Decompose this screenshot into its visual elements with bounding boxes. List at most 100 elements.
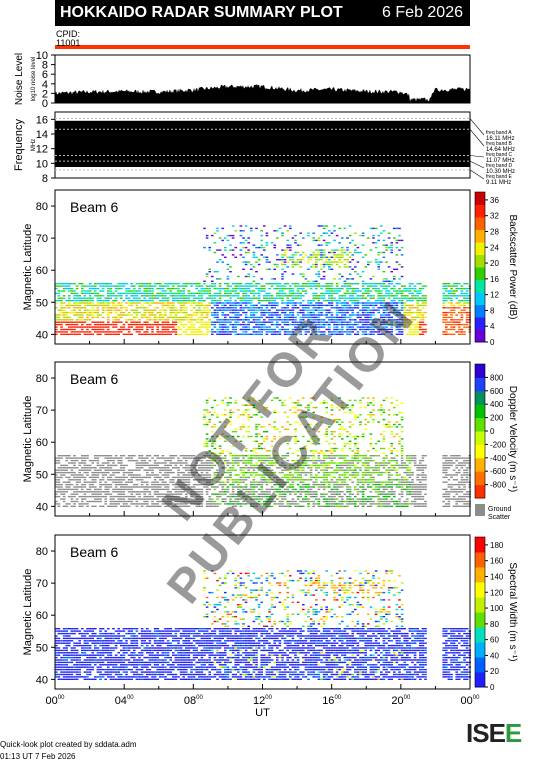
heatmap-cell <box>185 319 188 321</box>
heatmap-cell <box>382 285 386 287</box>
heatmap-cell <box>182 481 185 483</box>
heatmap-cell <box>315 495 318 498</box>
heatmap-cell <box>226 239 230 242</box>
heatmap-cell <box>135 464 139 467</box>
heatmap-cell <box>315 479 318 481</box>
heatmap-cell <box>317 476 321 479</box>
heatmap-cell <box>317 307 321 309</box>
heatmap-cell <box>112 464 115 467</box>
heatmap-cell <box>263 438 266 440</box>
heatmap-cell <box>257 263 261 266</box>
heatmap-cell <box>166 283 170 285</box>
heatmap-cell <box>96 498 100 500</box>
heatmap-cell <box>283 307 287 309</box>
heatmap-cell <box>403 309 406 311</box>
noise-tick-label: 2 <box>42 88 48 100</box>
heatmap-cell <box>60 319 63 321</box>
heatmap-cell <box>127 457 131 459</box>
heatmap-cell <box>107 299 110 302</box>
heatmap-cell <box>140 314 144 316</box>
heatmap-cell <box>447 302 451 304</box>
heatmap-cell <box>75 498 79 500</box>
heatmap-cell <box>195 459 198 462</box>
heatmap-cell <box>265 256 269 258</box>
heatmap-cell <box>104 491 107 493</box>
heatmap-cell <box>315 263 318 266</box>
heatmap-cell <box>229 309 232 311</box>
heatmap-cell <box>276 297 279 299</box>
heatmap-cell <box>159 467 162 469</box>
heatmap-cell <box>182 498 185 500</box>
heatmap-cell <box>200 459 204 462</box>
heatmap-cell <box>83 285 87 287</box>
heatmap-cell <box>452 283 456 285</box>
heatmap-cell <box>148 326 152 328</box>
heatmap-cell <box>255 414 258 416</box>
heatmap-cell <box>161 462 165 464</box>
heatmap-cell <box>91 483 94 486</box>
heatmap-cell <box>218 476 222 479</box>
heatmap-cell <box>146 500 149 503</box>
heatmap-cell <box>86 503 89 505</box>
heatmap-cell <box>135 483 139 486</box>
heatmap-cell <box>83 481 87 483</box>
heatmap-cell <box>265 307 269 309</box>
heatmap-cell <box>260 299 263 302</box>
heatmap-cell <box>83 299 87 302</box>
heatmap-cell <box>460 292 464 295</box>
heatmap-cell <box>247 462 250 464</box>
heatmap-cell <box>216 333 219 335</box>
heatmap-cell <box>104 457 107 459</box>
heatmap-cell <box>94 469 97 471</box>
heatmap-cell <box>218 297 222 299</box>
heatmap-cell <box>273 421 276 423</box>
heatmap-cell <box>91 500 94 503</box>
heatmap-cell <box>182 311 185 314</box>
heatmap-cell <box>387 323 391 326</box>
heatmap-cell <box>62 307 66 309</box>
heatmap-cell <box>73 299 76 302</box>
heatmap-cell <box>143 486 146 488</box>
heatmap-cell <box>218 278 222 280</box>
heatmap-cell <box>192 314 196 316</box>
heatmap-cell <box>130 285 133 287</box>
heatmap-cell <box>372 242 375 244</box>
heatmap-cell <box>138 462 141 464</box>
heatmap-cell <box>411 323 414 326</box>
heatmap-cell <box>151 483 154 486</box>
heatmap-cell <box>307 309 310 311</box>
heatmap-cell <box>296 307 300 309</box>
heatmap-cell <box>367 261 370 263</box>
heatmap-cell <box>200 457 204 459</box>
heatmap-cell <box>312 280 315 282</box>
heatmap-cell <box>156 495 159 498</box>
heatmap-cell <box>322 285 326 287</box>
heatmap-cell <box>265 459 269 462</box>
heatmap-cell <box>68 299 71 302</box>
heatmap-cell <box>296 483 300 486</box>
heatmap-cell <box>328 302 331 304</box>
heatmap-cell <box>250 404 253 406</box>
heatmap-cell <box>367 287 370 290</box>
freq-tick-label: 12 <box>36 144 48 156</box>
heatmap-cell <box>231 323 235 326</box>
heatmap-cell <box>130 455 133 457</box>
heatmap-cell <box>182 285 185 287</box>
heatmap-cell <box>221 462 224 464</box>
heatmap-cell <box>395 307 399 309</box>
heatmap-cell <box>62 295 66 297</box>
heatmap-cell <box>135 498 139 500</box>
heatmap-cell <box>205 486 209 488</box>
heatmap-cell <box>315 483 318 486</box>
heatmap-cell <box>400 254 404 256</box>
heatmap-cell <box>86 467 89 469</box>
heatmap-cell <box>125 302 128 304</box>
heatmap-cell <box>55 500 58 503</box>
heatmap-cell <box>203 246 206 249</box>
heatmap-cell <box>104 331 107 333</box>
heatmap-cell <box>117 331 120 333</box>
heatmap-cell <box>234 230 237 232</box>
heatmap-cell <box>211 280 214 282</box>
heatmap-cell <box>250 230 253 232</box>
heatmap-cell <box>242 237 245 239</box>
